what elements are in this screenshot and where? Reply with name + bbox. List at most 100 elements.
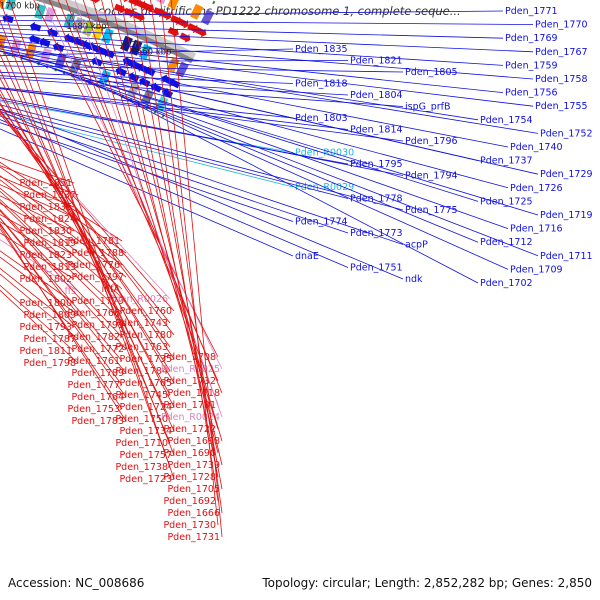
- reverse-gene-label: Pden_1783: [71, 416, 124, 427]
- reverse-gene-label: Pden_1784: [115, 366, 168, 377]
- label-leader-line: [0, 111, 175, 312]
- reverse-gene-label: Pden_1779: [71, 296, 124, 307]
- label-leader-line: [130, 0, 223, 490]
- reverse-gene-label: Pden_1731: [167, 532, 220, 543]
- label-leader-line: [0, 69, 171, 420]
- reverse-gene-label: Pden_1724: [119, 402, 172, 413]
- reverse-gene-label: Pden_1837: [23, 190, 76, 201]
- label-leader-line: [0, 201, 127, 326]
- forward-gene-label: dnaE: [295, 251, 319, 262]
- label-leader-line: [101, 0, 219, 454]
- reverse-gene-label: Pden_1722: [163, 424, 216, 435]
- forward-gene-label: Pden_1767: [535, 47, 588, 58]
- label-leader-line: [0, 48, 294, 57]
- label-leader-line: [0, 35, 534, 80]
- label-leader-line: [0, 102, 171, 372]
- label-leader-line: [0, 45, 479, 121]
- cog-category-block: [154, 95, 169, 112]
- label-leader-line: [0, 71, 294, 84]
- label-leader-line: [82, 0, 219, 430]
- reverse-gene-label: Pden_1690: [163, 448, 216, 459]
- forward-gene-label: Pden_1821: [350, 56, 403, 67]
- reverse-gene-label: Pden_1851: [19, 178, 72, 189]
- reverse-gene-label: Pden_1698: [167, 436, 220, 447]
- forward-gene-label: Pden_1756: [505, 88, 558, 99]
- forward-gene-arrow: [63, 33, 76, 44]
- label-leader-line: [0, 109, 171, 348]
- label-leader-line: [0, 225, 127, 422]
- reverse-gene-label: Pden_1764: [71, 392, 124, 403]
- reverse-gene-label: Pden_R0024: [161, 412, 220, 423]
- reverse-gene-label: Pden_1819: [23, 238, 76, 249]
- reverse-gene-label: Pden_1750: [115, 414, 168, 425]
- label-leader-line: [0, 190, 127, 302]
- label-leader-line: [0, 122, 294, 222]
- forward-gene-label: Pden_1758: [535, 74, 588, 85]
- forward-gene-arrow: [115, 66, 127, 77]
- label-leader-line: [0, 28, 534, 53]
- label-leader-line: [67, 73, 479, 243]
- reverse-gene-label: Pden_1730: [163, 520, 216, 531]
- reverse-gene-label: Pden_1692: [163, 496, 216, 507]
- reverse-gene-label: Pden_1728: [163, 472, 216, 483]
- reverse-gene-label: Pden_1760: [119, 306, 172, 317]
- label-leader-line: [0, 87, 294, 119]
- forward-gene-label: Pden_1770: [535, 20, 588, 31]
- forward-gene-label: Pden_1803: [295, 113, 348, 124]
- reverse-gene-label: Pden_1811: [19, 346, 72, 357]
- accession-text: Accession: NC_008686: [8, 576, 145, 590]
- reverse-gene-arrow: [160, 10, 172, 21]
- reverse-gene-arrow: [179, 32, 191, 43]
- forward-gene-label: Pden_1818: [295, 79, 348, 90]
- reverse-gene-arrow: [187, 23, 199, 34]
- forward-gene-label: Pden_1814: [350, 125, 403, 136]
- reverse-gene-label: Pden_1788: [71, 248, 124, 259]
- reverse-gene-label: Pden_1799: [71, 320, 124, 331]
- label-leader-line: [0, 104, 404, 211]
- label-leader-line: [0, 119, 349, 268]
- reverse-gene-label: Pden_1777: [67, 380, 120, 391]
- reverse-gene-label: Pden_1710: [115, 438, 168, 449]
- label-leader-line: [36, 62, 539, 216]
- reverse-gene-label: Pden_1718: [167, 388, 220, 399]
- label-leader-line: [0, 110, 404, 280]
- label-leader-line: [0, 77, 404, 107]
- forward-gene-label: Pden_1769: [505, 33, 558, 44]
- label-leader-line: [8, 0, 175, 480]
- reverse-gene-label: Pden_1666: [167, 508, 220, 519]
- label-leader-line: [0, 166, 127, 254]
- forward-gene-label: Pden_1805: [405, 67, 458, 78]
- label-leader-line: [48, 0, 219, 382]
- forward-gene-label: acpP: [405, 240, 428, 251]
- cog-category-block: [5, 0, 17, 11]
- reverse-gene-label: Pden_1836: [19, 202, 72, 213]
- reverse-gene-label: Pden_1800: [19, 298, 72, 309]
- forward-gene-label: Pden_1778: [350, 194, 403, 205]
- cog-category-block: [39, 47, 52, 64]
- forward-gene-label: Pden_1719: [540, 210, 593, 221]
- forward-gene-label: Pden_1740: [510, 142, 563, 153]
- cog-category-block: [126, 82, 140, 99]
- scale-label: 1700 kbp: [0, 1, 40, 11]
- label-leader-line: [0, 75, 349, 96]
- reverse-gene-label: Pden_1732: [163, 376, 216, 387]
- reverse-gene-arrow: [88, 0, 100, 4]
- reverse-gene-label: Pden_1798: [23, 358, 76, 369]
- forward-gene-label: Pden_1795: [350, 159, 403, 170]
- reverse-gene-label: Pden_1723: [119, 474, 172, 485]
- label-leader-line: [0, 113, 171, 300]
- label-leader-line: [0, 53, 175, 432]
- label-leader-line: [0, 128, 294, 257]
- cog-category-block: [0, 0, 7, 9]
- forward-gene-label: Pden_1754: [480, 115, 533, 126]
- forward-gene-label: Pden_1796: [405, 136, 458, 147]
- forward-gene-label: Pden_1725: [480, 196, 533, 207]
- cog-category-block: [43, 7, 56, 23]
- reverse-gene-label: Pden_1745: [115, 390, 168, 401]
- forward-gene-arrow: [161, 87, 174, 99]
- reverse-gene-arrow: [195, 26, 207, 38]
- label-leader-line: [0, 32, 504, 66]
- label-leader-line: [0, 222, 127, 398]
- reverse-gene-arrow: [142, 2, 155, 13]
